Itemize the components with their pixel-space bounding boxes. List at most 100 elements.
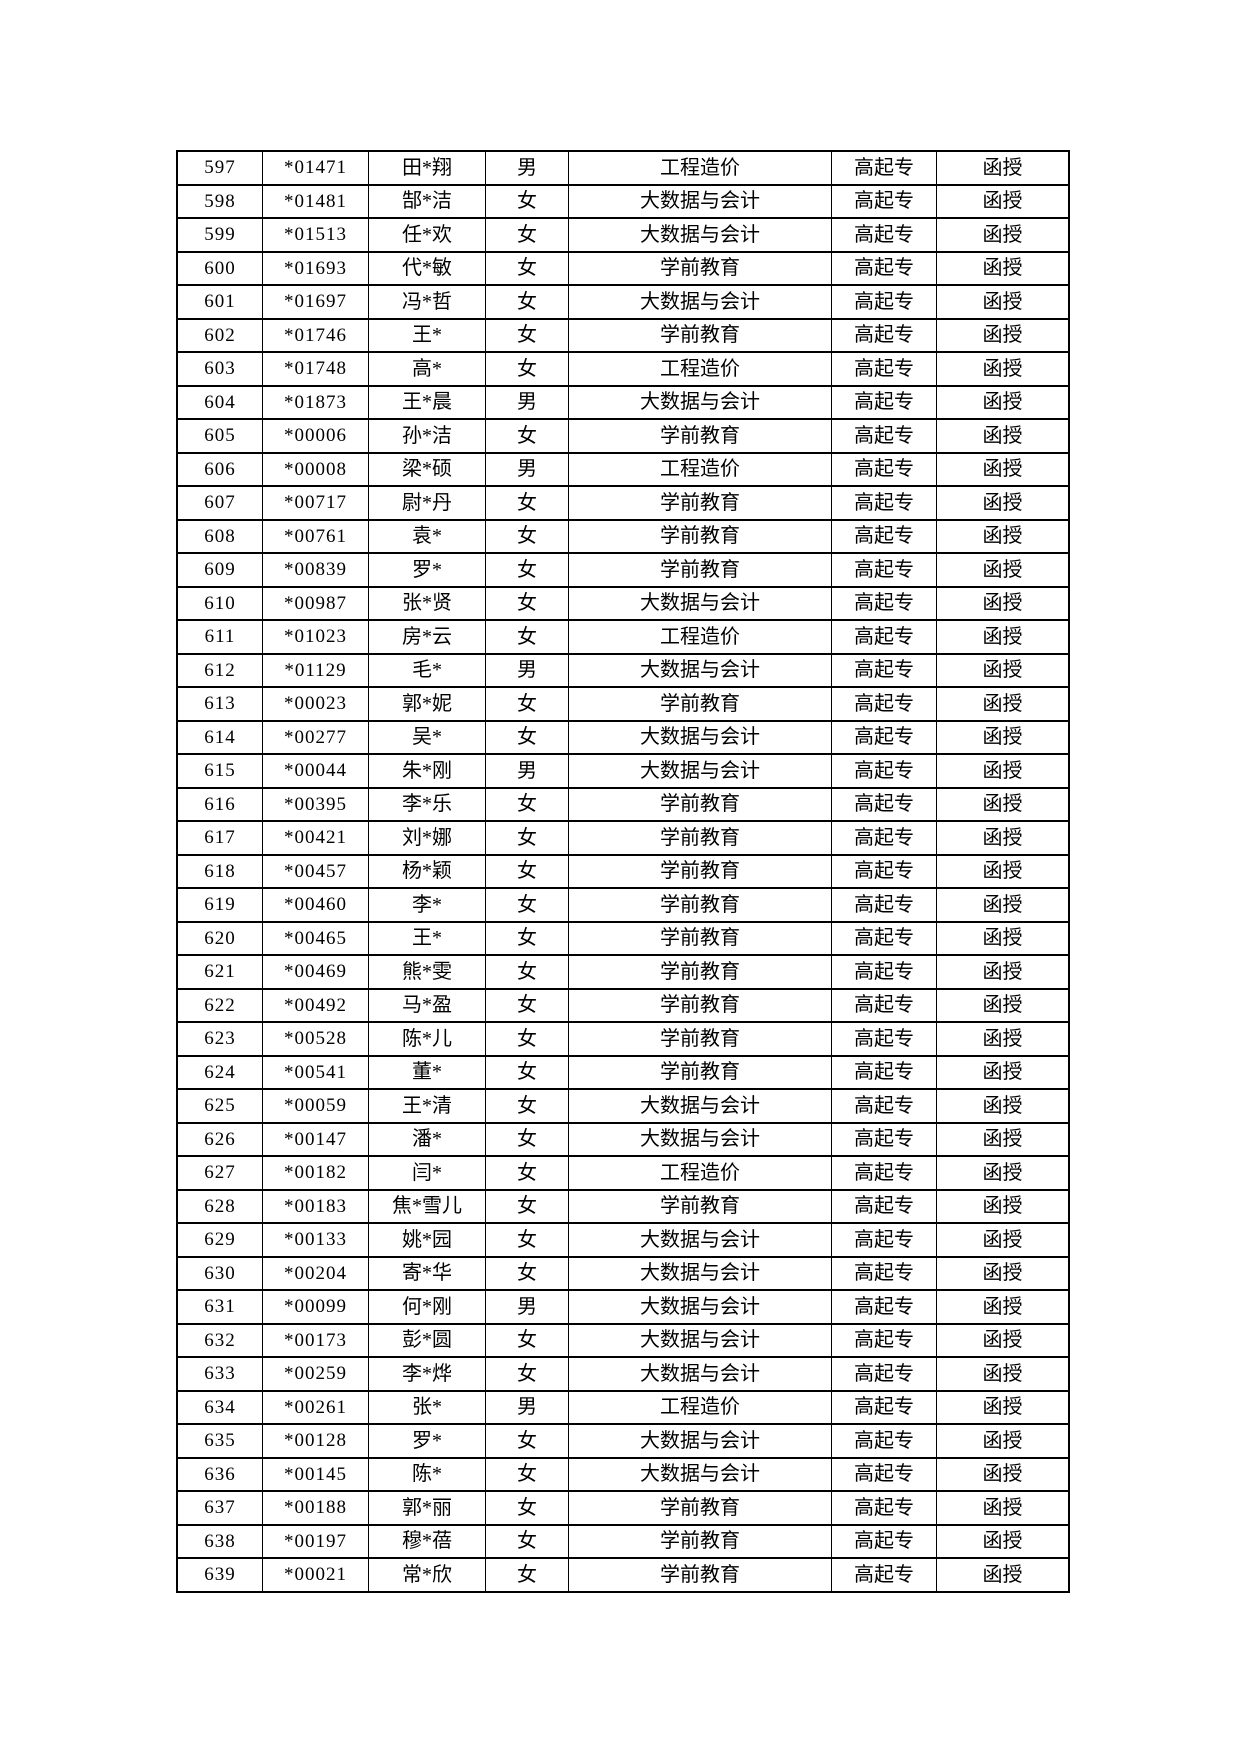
cell-masked-name: 王*	[368, 920, 486, 956]
table-row: 626 *00147 潘* 女大数据与会计 高起专 函授	[176, 1121, 1070, 1157]
cell-masked-id: *00147	[262, 1121, 369, 1157]
cell-study-mode: 函授	[936, 820, 1070, 856]
cell-masked-name: 闫*	[368, 1155, 486, 1191]
cell-masked-name: 朱*刚	[368, 753, 486, 789]
cell-gender: 女	[485, 887, 569, 923]
student-roster-table: 597 *01471 田*翔男工程造价 高起专 函授 598 *01481 郜*洁女大数据与会…	[176, 150, 1070, 1593]
table-row: 597 *01471 田*翔男工程造价 高起专 函授	[176, 150, 1070, 186]
cell-gender: 女	[485, 1255, 569, 1291]
cell-study-level: 高起专	[831, 987, 937, 1023]
cell-sequence-number: 627	[176, 1155, 263, 1191]
cell-masked-name: 张*贤	[368, 585, 486, 621]
cell-study-level: 高起专	[831, 920, 937, 956]
cell-major: 学前教育	[568, 1188, 832, 1224]
cell-masked-id: *00128	[262, 1423, 369, 1459]
cell-masked-id: *01693	[262, 250, 369, 286]
cell-sequence-number: 607	[176, 485, 263, 521]
cell-study-level: 高起专	[831, 1121, 937, 1157]
cell-sequence-number: 634	[176, 1389, 263, 1425]
cell-sequence-number: 638	[176, 1523, 263, 1559]
table-row: 623 *00528 陈*儿女学前教育 高起专 函授	[176, 1021, 1070, 1057]
cell-masked-name: 毛*	[368, 652, 486, 688]
cell-study-level: 高起专	[831, 1188, 937, 1224]
cell-major: 大数据与会计	[568, 1255, 832, 1291]
table-row: 612 *01129 毛* 男大数据与会计 高起专 函授	[176, 652, 1070, 688]
table-row: 619 *00460 李* 女学前教育 高起专 函授	[176, 887, 1070, 923]
cell-gender: 男	[485, 1289, 569, 1325]
cell-major: 工程造价	[568, 619, 832, 655]
cell-study-level: 高起专	[831, 619, 937, 655]
cell-masked-id: *00541	[262, 1054, 369, 1090]
table-row: 614 *00277 吴* 女大数据与会计 高起专 函授	[176, 719, 1070, 755]
cell-masked-id: *00006	[262, 418, 369, 454]
cell-masked-name: 王*清	[368, 1088, 486, 1124]
cell-study-level: 高起专	[831, 786, 937, 822]
cell-major: 工程造价	[568, 150, 832, 186]
cell-major: 学前教育	[568, 552, 832, 588]
cell-study-mode: 函授	[936, 317, 1070, 353]
cell-masked-id: *00528	[262, 1021, 369, 1057]
cell-masked-name: 袁*	[368, 518, 486, 554]
cell-study-mode: 函授	[936, 451, 1070, 487]
cell-study-mode: 函授	[936, 686, 1070, 722]
cell-study-level: 高起专	[831, 451, 937, 487]
cell-masked-id: *00457	[262, 853, 369, 889]
cell-major: 大数据与会计	[568, 1456, 832, 1492]
cell-masked-id: *00182	[262, 1155, 369, 1191]
cell-masked-name: 董*	[368, 1054, 486, 1090]
table-row: 603 *01748 高* 女工程造价 高起专 函授	[176, 351, 1070, 387]
cell-study-mode: 函授	[936, 1155, 1070, 1191]
cell-major: 大数据与会计	[568, 652, 832, 688]
cell-gender: 女	[485, 853, 569, 889]
cell-study-level: 高起专	[831, 585, 937, 621]
cell-study-level: 高起专	[831, 1423, 937, 1459]
table-row: 633 *00259 李*烨女大数据与会计 高起专 函授	[176, 1356, 1070, 1392]
cell-study-mode: 函授	[936, 719, 1070, 755]
cell-sequence-number: 620	[176, 920, 263, 956]
cell-study-mode: 函授	[936, 150, 1070, 186]
cell-major: 大数据与会计	[568, 585, 832, 621]
cell-major: 大数据与会计	[568, 1356, 832, 1392]
cell-study-level: 高起专	[831, 652, 937, 688]
cell-gender: 女	[485, 518, 569, 554]
cell-gender: 女	[485, 183, 569, 219]
cell-study-mode: 函授	[936, 585, 1070, 621]
cell-sequence-number: 623	[176, 1021, 263, 1057]
cell-study-level: 高起专	[831, 1456, 937, 1492]
cell-masked-id: *00188	[262, 1490, 369, 1526]
cell-masked-id: *00183	[262, 1188, 369, 1224]
cell-masked-name: 李*烨	[368, 1356, 486, 1392]
cell-masked-name: 熊*雯	[368, 954, 486, 990]
cell-gender: 女	[485, 351, 569, 387]
cell-study-mode: 函授	[936, 250, 1070, 286]
cell-sequence-number: 624	[176, 1054, 263, 1090]
table-row: 620 *00465 王* 女学前教育 高起专 函授	[176, 920, 1070, 956]
table-row: 639 *00021 常*欣女学前教育 高起专 函授	[176, 1557, 1070, 1593]
cell-masked-id: *00023	[262, 686, 369, 722]
cell-masked-name: 吴*	[368, 719, 486, 755]
cell-sequence-number: 614	[176, 719, 263, 755]
cell-masked-name: 郜*洁	[368, 183, 486, 219]
cell-gender: 男	[485, 384, 569, 420]
cell-masked-name: 杨*颖	[368, 853, 486, 889]
cell-masked-name: 张*	[368, 1389, 486, 1425]
cell-study-mode: 函授	[936, 1222, 1070, 1258]
cell-study-level: 高起专	[831, 183, 937, 219]
cell-gender: 男	[485, 150, 569, 186]
cell-major: 学前教育	[568, 518, 832, 554]
cell-sequence-number: 637	[176, 1490, 263, 1526]
cell-sequence-number: 635	[176, 1423, 263, 1459]
cell-study-mode: 函授	[936, 1557, 1070, 1593]
cell-study-mode: 函授	[936, 217, 1070, 253]
table-row: 601 *01697 冯*哲女大数据与会计 高起专 函授	[176, 284, 1070, 320]
cell-major: 学前教育	[568, 786, 832, 822]
cell-study-mode: 函授	[936, 1088, 1070, 1124]
cell-sequence-number: 619	[176, 887, 263, 923]
cell-study-mode: 函授	[936, 786, 1070, 822]
cell-masked-id: *00421	[262, 820, 369, 856]
cell-masked-id: *00261	[262, 1389, 369, 1425]
cell-gender: 女	[485, 686, 569, 722]
cell-gender: 女	[485, 1121, 569, 1157]
cell-sequence-number: 630	[176, 1255, 263, 1291]
cell-sequence-number: 613	[176, 686, 263, 722]
